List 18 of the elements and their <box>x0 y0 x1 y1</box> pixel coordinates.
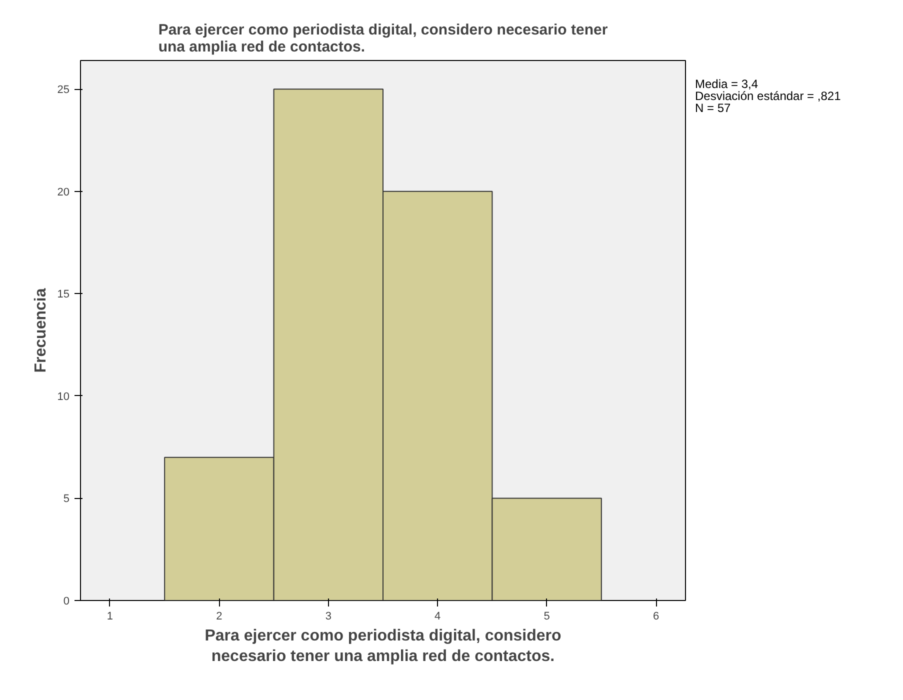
y-tick-label: 10 <box>57 390 70 403</box>
text: Media = 3,4 <box>695 77 758 91</box>
x-tick-label: 3 <box>325 610 332 622</box>
text: Para ejercer como periodista digital, considero necesario tener una amplia red de contactos. <box>204 628 562 665</box>
x-tick-label: 4 <box>434 610 441 622</box>
x-tick-label: 5 <box>544 610 550 622</box>
x-tick-label: 6 <box>652 610 660 622</box>
y-tick-label: 25 <box>57 84 70 96</box>
y-tick-label: 15 <box>57 288 70 301</box>
y-axis-title: Frecuencia <box>32 288 50 373</box>
text: Desviación estándar = ,821 <box>695 89 841 103</box>
y-tick-label: 20 <box>57 186 70 198</box>
y-tick-label: 5 <box>63 493 70 506</box>
text: N = 57 <box>695 101 731 115</box>
y-tick-label: 0 <box>63 596 70 608</box>
x-axis-title: Para ejercer como periodista digital, considero necesario tener una amplia red de contactos. <box>158 22 608 56</box>
x-tick-label: 1 <box>106 610 114 622</box>
x-tick-label: 2 <box>216 610 222 622</box>
